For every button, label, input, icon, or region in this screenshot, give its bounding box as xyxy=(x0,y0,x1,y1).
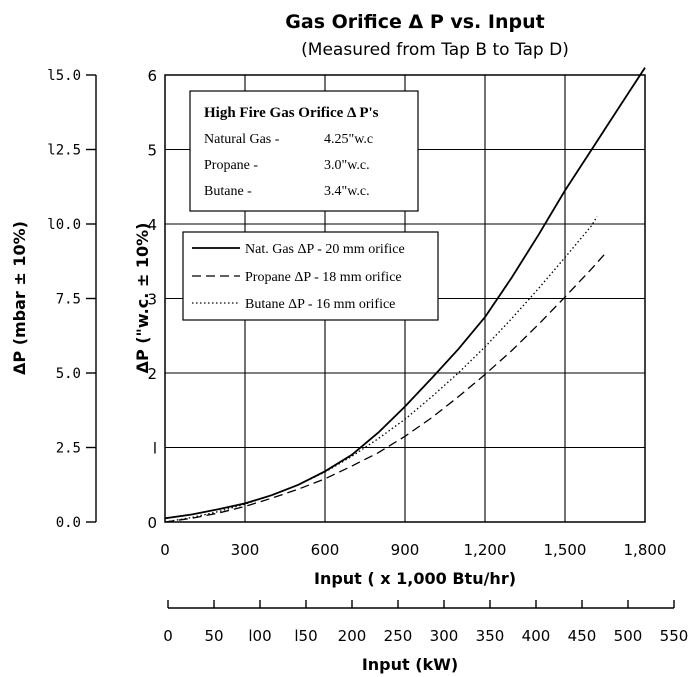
y-tick-label: 3 xyxy=(147,291,157,309)
info-box-frame xyxy=(189,90,419,212)
kw-tick-label: 400 xyxy=(522,627,551,645)
kw-tick-label: 350 xyxy=(476,627,505,645)
legend-label-nat-gas: Nat. Gas ΔP - 20 mm orifice xyxy=(245,242,405,257)
kw-tick-label: 200 xyxy=(338,627,367,645)
x-tick-label: 600 xyxy=(311,541,340,559)
x-tick-label: 0 xyxy=(160,541,170,559)
plot-frame xyxy=(164,74,646,523)
y-tick-label: l xyxy=(153,440,157,458)
legend: Nat. Gas ΔP - 20 mm orifice Propane ΔP -… xyxy=(182,231,439,321)
mbar-tick-label: 2.5 xyxy=(56,441,81,457)
x-tick-label: 1,500 xyxy=(544,541,587,559)
x-tick-label: 300 xyxy=(231,541,260,559)
y-tick-label: 0 xyxy=(147,514,157,532)
info-box: High Fire Gas Orifice Δ P's Natural Gas … xyxy=(189,90,419,212)
chart-title: Gas Orifice Δ P vs. Input xyxy=(285,11,544,33)
info-row-butane-label: Butane - xyxy=(204,184,252,199)
y-tick-label: 6 xyxy=(147,67,157,85)
series-line-nat-gas xyxy=(164,67,646,520)
kw-tick-label: 50 xyxy=(204,627,223,645)
kw-tick-label: 550 xyxy=(660,627,689,645)
mbar-tick-label: 7.5 xyxy=(56,292,81,308)
y-tick-label: 5 xyxy=(147,142,157,160)
mbar-axis: 0.0 2.5 5.0 7.5 l0.0 l2.5 l5.0 xyxy=(47,68,97,531)
kw-tick-label: l50 xyxy=(294,627,317,645)
x-tick-label: 1,200 xyxy=(464,541,507,559)
mbar-tick-label: l2.5 xyxy=(47,143,81,159)
mbar-tick-label: 0.0 xyxy=(56,515,81,531)
y-axis-label: ΔP ("w.c. ± 10%) xyxy=(133,223,152,374)
mbar-tick-label: 5.0 xyxy=(56,366,81,382)
x-tick-label: 900 xyxy=(391,541,420,559)
x-axis-label: Input ( x 1,000 Btu/hr) xyxy=(314,569,516,588)
y-tick-label: 4 xyxy=(147,216,157,234)
legend-label-butane: Butane ΔP - 16 mm orifice xyxy=(245,297,395,312)
info-row-propane-value: 3.0"w.c. xyxy=(324,158,370,173)
kw-tick-label: l00 xyxy=(248,627,271,645)
y-tick-label: 2 xyxy=(147,365,157,383)
kw-tick-label: 450 xyxy=(568,627,597,645)
mbar-tick-label: l0.0 xyxy=(47,217,81,233)
series-line-butane xyxy=(164,216,598,523)
kw-tick-label: 250 xyxy=(384,627,413,645)
chart-subtitle: (Measured from Tap B to Tap D) xyxy=(301,40,569,60)
x-ticks: 0 300 600 900 1,200 1,500 1,800 xyxy=(160,541,666,559)
info-box-title: High Fire Gas Orifice Δ P's xyxy=(204,105,379,121)
kw-tick-label: 0 xyxy=(163,627,173,645)
series-line-propane xyxy=(164,253,606,523)
series-group xyxy=(164,67,646,523)
info-row-propane-label: Propane - xyxy=(204,158,258,173)
info-row-butane-value: 3.4"w.c. xyxy=(324,184,370,199)
kw-axis: 0 50 l00 l50 200 250 300 350 400 450 500 550 xyxy=(163,600,688,645)
y-ticks: 0 l 2 3 4 5 6 xyxy=(147,67,157,532)
kw-tick-label: 300 xyxy=(430,627,459,645)
info-row-natural-gas-value: 4.25"w.c xyxy=(324,132,373,147)
kw-tick-label: 500 xyxy=(614,627,643,645)
legend-label-propane: Propane ΔP - 18 mm orifice xyxy=(245,270,402,285)
mbar-tick-label: l5.0 xyxy=(47,68,81,84)
y2-axis-label: ΔP (mbar ± 10%) xyxy=(10,221,29,375)
x-tick-label: 1,800 xyxy=(624,541,667,559)
info-row-natural-gas-label: Natural Gas - xyxy=(204,132,280,147)
x2-axis-label: Input (kW) xyxy=(362,655,458,674)
